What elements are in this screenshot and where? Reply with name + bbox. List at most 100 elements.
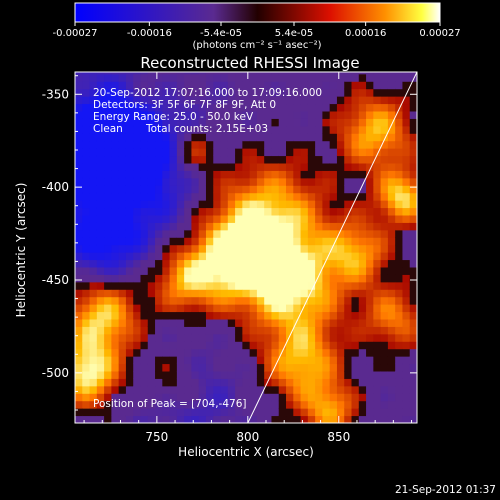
heatmap-cell [242,200,251,209]
heatmap-cell [366,296,374,305]
colorbar-tick-label: -0.00016 [127,28,172,39]
heatmap-cell [271,185,280,194]
heatmap-cell [271,111,280,119]
heatmap-cell [264,393,272,402]
heatmap-cell [322,185,331,194]
heatmap-cell [140,103,149,112]
heatmap-cell [82,259,91,268]
heatmap-cell [409,289,417,298]
heatmap-cell [271,356,280,365]
heatmap-cell [307,371,316,379]
heatmap-cell [351,177,360,186]
heatmap-cell [213,304,222,313]
heatmap-cell [271,333,280,342]
heatmap-cell [96,259,105,268]
heatmap-cell [147,378,156,387]
heatmap-cell [147,333,156,342]
heatmap-cell [307,319,316,327]
heatmap-cell [395,400,403,409]
heatmap-cell [278,148,287,157]
heatmap-cell [242,81,251,90]
heatmap-cell [293,304,302,313]
heatmap-cell [409,378,417,387]
plot-frame [74,71,418,424]
heatmap-cell [315,348,323,357]
heatmap-cell [89,207,98,216]
heatmap-cell [205,281,214,290]
heatmap-cell [395,326,403,335]
heatmap-cell [147,385,156,394]
heatmap-cell [184,393,192,402]
heatmap-cell [191,400,200,409]
heatmap-cell [191,289,200,298]
heatmap-cell [358,393,367,402]
heatmap-cell [82,289,91,298]
heatmap-cell [205,192,214,201]
heatmap-cell [162,237,171,246]
heatmap-cell [213,125,222,134]
heatmap-cell [140,415,149,423]
heatmap-cell [205,356,214,365]
heatmap-cell [104,393,112,402]
heatmap-cell [278,125,287,134]
heatmap-cell [358,289,367,298]
heatmap-cell [125,348,134,357]
heatmap-cell [329,289,338,298]
heatmap-cell [300,356,309,365]
heatmap-cell [191,163,200,171]
heatmap-cell [111,356,120,365]
heatmap-cell [191,222,200,231]
heatmap-cell [249,244,258,253]
heatmap-cell [293,192,302,201]
heatmap-cell [191,378,200,387]
heatmap-cell [82,73,91,82]
heatmap-cell [155,207,163,216]
heatmap-cell [307,155,316,164]
heatmap-cell [176,356,185,365]
heatmap-cell [395,185,403,194]
heatmap-cell [286,103,294,112]
heatmap-cell [104,274,112,283]
heatmap-cell [409,88,417,97]
heatmap-cell [162,319,171,327]
heatmap-cell [322,155,331,164]
heatmap-cell [198,72,207,75]
heatmap-cell [395,155,403,164]
heatmap-cell [329,311,338,320]
heatmap-cell [264,333,272,342]
heatmap-cell [409,341,417,350]
heatmap-cell [104,111,112,119]
heatmap-cell [358,326,367,335]
heatmap-cell [220,170,229,179]
heatmap-cell [395,363,403,372]
heatmap-cell [300,177,309,186]
heatmap-cell [242,207,251,216]
heatmap-cell [213,88,222,97]
heatmap-cell [336,163,345,171]
heatmap-cell [96,118,105,127]
heatmap-cell [89,274,98,283]
heatmap-cell [249,356,258,365]
heatmap-cell [125,103,134,112]
heatmap-cell [198,244,207,253]
heatmap-cell [329,185,338,194]
heatmap-cell [293,244,302,253]
heatmap-cell [140,140,149,149]
heatmap-cell [402,81,411,90]
y-tick-label: -400 [42,180,69,194]
heatmap-cell [307,385,316,394]
heatmap-cell [213,222,222,231]
heatmap-cell [96,333,105,342]
heatmap-cell [271,73,280,82]
heatmap-cell [104,333,112,342]
heatmap-cell [118,133,127,142]
heatmap-cell [111,155,120,164]
heatmap-cell [300,281,309,290]
heatmap-cell [271,215,280,223]
heatmap-cell [227,385,236,394]
heatmap-cell [155,274,163,283]
heatmap-cell [249,207,258,216]
heatmap-cell [278,333,287,342]
heatmap-cell [96,281,105,290]
heatmap-cell [96,319,105,327]
